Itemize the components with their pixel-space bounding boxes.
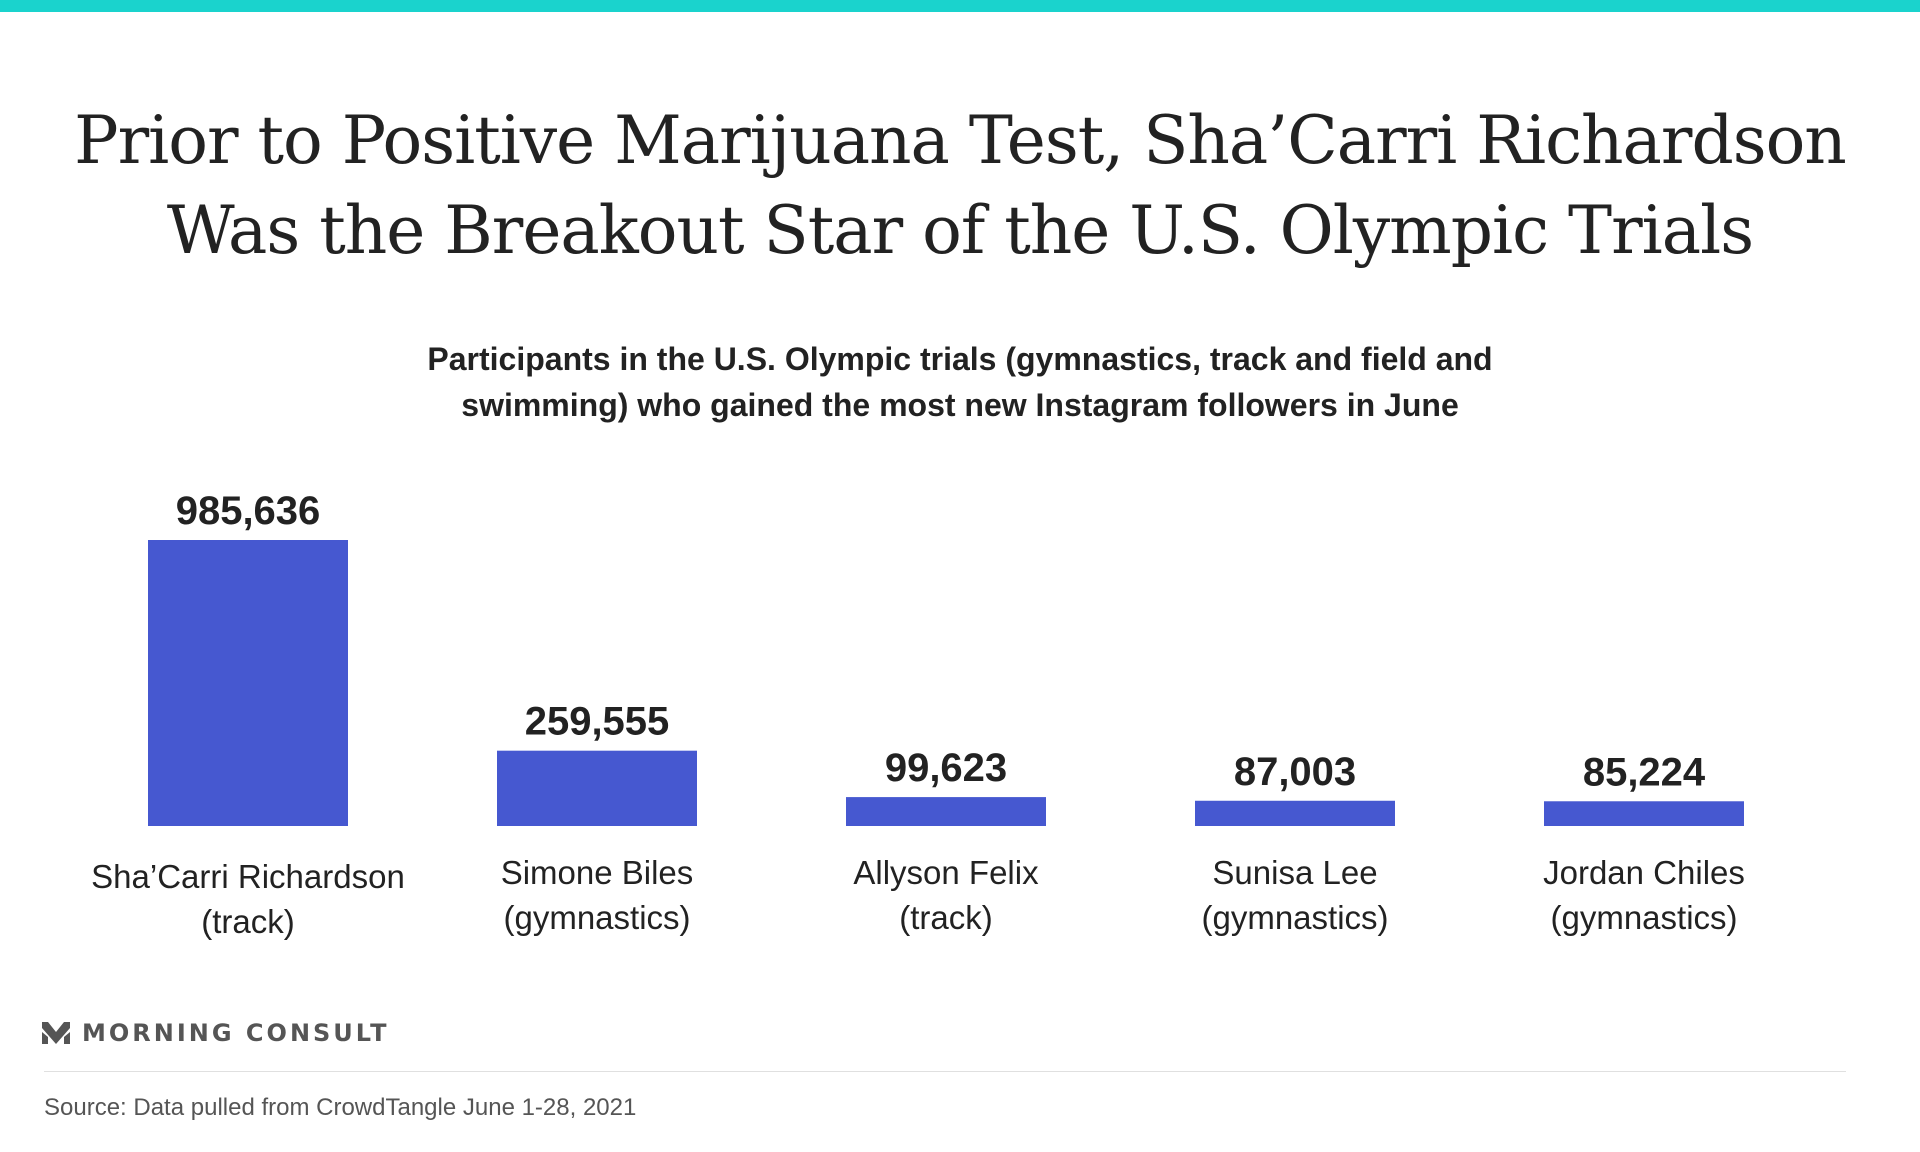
value-label-4: 87,003 (1234, 750, 1356, 794)
brand-name: MORNING CONSULT (82, 1019, 390, 1047)
chart-title: Prior to Positive Marijuana Test, Sha’Ca… (0, 96, 1920, 276)
bar-chart: 985,636 Sha’Carri Richardson (track) 259,55… (91, 489, 1745, 940)
category-label-5-line-1: Jordan Chiles (1543, 854, 1745, 891)
category-label-2-line-1: Simone Biles (501, 854, 694, 891)
category-label-4-line-1: Sunisa Lee (1212, 854, 1377, 891)
bar-4 (1195, 800, 1395, 826)
category-label-3-line-1: Allyson Felix (853, 854, 1039, 891)
category-label-1-line-2: (track) (201, 903, 295, 940)
chart-title-line-2: Was the Breakout Star of the U.S. Olympi… (166, 192, 1754, 269)
bar-3 (846, 797, 1046, 826)
category-label-3-line-2: (track) (899, 899, 993, 936)
chart-subtitle-line-2: swimming) who gained the most new Instag… (461, 387, 1459, 423)
category-label-2-line-2: (gymnastics) (503, 899, 690, 936)
category-label-1-line-1: Sha’Carri Richardson (91, 858, 405, 895)
morning-consult-m-icon (42, 1022, 70, 1044)
category-label-4-line-2: (gymnastics) (1201, 899, 1388, 936)
value-label-2: 259,555 (525, 700, 670, 744)
chart-subtitle-line-1: Participants in the U.S. Olympic trials … (427, 341, 1493, 377)
bar-2 (497, 750, 697, 826)
brand-logo: MORNING CONSULT (42, 1016, 390, 1050)
bar-5 (1544, 801, 1744, 826)
value-label-3: 99,623 (885, 746, 1007, 790)
source-note: Source: Data pulled from CrowdTangle Jun… (44, 1094, 637, 1121)
category-label-5-line-2: (gymnastics) (1550, 899, 1737, 936)
value-label-1: 985,636 (176, 489, 321, 533)
footer-divider (44, 1071, 1846, 1072)
accent-bar (0, 0, 1920, 12)
chart-subtitle: Participants in the U.S. Olympic trials … (0, 336, 1920, 428)
chart-title-line-1: Prior to Positive Marijuana Test, Sha’Ca… (74, 102, 1847, 179)
value-label-5: 85,224 (1583, 750, 1706, 794)
bar-1 (148, 540, 348, 826)
